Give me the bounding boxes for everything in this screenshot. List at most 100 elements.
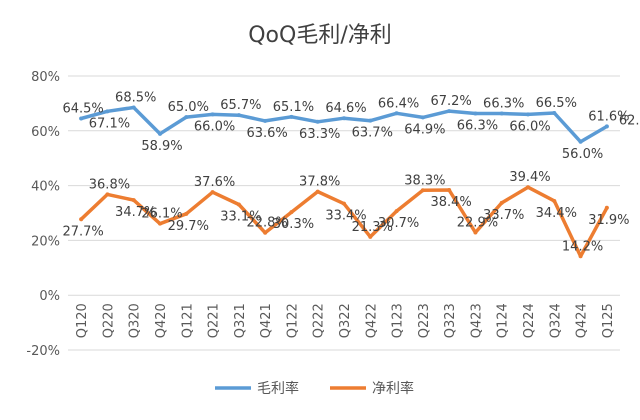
data-label: 38.3% [404,173,445,188]
data-label: 33.7% [483,208,524,223]
x-tick-label: Q423 [469,303,484,338]
data-point [394,111,399,116]
data-point [447,109,452,114]
data-label: 64.5% [62,101,103,116]
legend: 毛利率 净利率 [215,380,414,397]
data-label: 29.7% [168,219,209,234]
legend-label: 毛利率 [257,380,299,397]
data-point [79,116,84,121]
data-label: 66.0% [194,119,235,134]
data-label: 63.7% [352,126,393,141]
data-label: 67.1% [89,116,130,131]
y-tick-label: -20% [26,344,60,359]
x-tick-label: Q221 [207,303,222,338]
data-point [473,111,478,116]
data-label: 39.4% [509,170,550,185]
y-axis-ticks: 80% 60% 40% 20% 0% -20% [26,70,60,359]
data-point [158,131,162,136]
x-tick-label: Q421 [259,303,274,338]
data-point [236,202,241,207]
data-label: 58.9% [141,139,182,154]
data-label: 66.0% [509,119,550,134]
data-point [158,221,162,226]
x-tick-label: Q321 [233,303,248,338]
data-point [210,112,215,117]
data-point [342,116,346,121]
data-label-extra: 62.5% [619,113,640,128]
y-tick-label: 80% [31,70,60,85]
x-tick-label: Q123 [391,303,406,338]
x-tick-label: Q120 [75,303,90,338]
x-tick-label: Q121 [180,303,195,338]
data-label: 66.5% [536,96,577,111]
data-label: 34.4% [536,206,577,221]
data-label: 36.8% [89,177,130,192]
data-label: 66.3% [483,97,524,112]
data-label: 22.9% [457,215,498,230]
data-point [420,188,425,193]
y-tick-label: 40% [31,180,60,195]
data-label: 65.7% [220,98,261,113]
data-label: 68.5% [115,91,156,106]
x-tick-label: Q220 [101,303,116,338]
data-point [394,209,399,214]
x-axis-ticks: Q120 Q220 Q320 Q420 Q121 Q221 Q321 Q421 Q122 Q222… [75,303,616,338]
data-label: 66.3% [457,119,498,134]
data-label: 33.1% [220,210,261,225]
data-point [420,115,425,120]
data-label: 63.6% [246,126,287,141]
data-point [526,185,530,190]
data-point [526,112,530,117]
data-label: 37.6% [194,175,235,190]
y-tick-label: 60% [31,125,60,140]
x-tick-label: Q424 [575,303,590,338]
x-tick-label: Q122 [285,303,300,338]
data-point [368,234,373,239]
series-lines [79,105,609,259]
gridlines [68,75,620,351]
data-point [79,217,84,222]
data-point [184,115,189,120]
data-point [289,210,294,215]
data-point [289,114,294,119]
data-point [499,111,504,116]
data-point [131,105,136,110]
data-point [552,198,557,203]
data-label: 37.8% [299,175,340,190]
y-tick-label: 0% [39,289,60,304]
x-tick-label: Q125 [601,303,616,338]
x-tick-label: Q223 [417,303,432,338]
data-label: 63.3% [299,127,340,142]
data-label: 64.6% [325,101,366,116]
data-point [315,119,320,124]
data-label: 21.3% [352,220,393,235]
data-point [342,201,346,206]
data-labels: 64.5%67.1% 68.5% 58.9% 65.0% 66.0% 65.7% 63.6%… [62,91,640,255]
x-tick-label: Q124 [496,303,511,338]
data-point [184,211,189,216]
data-point [604,124,609,129]
x-tick-label: Q420 [154,303,169,338]
data-label: 65.0% [168,100,209,115]
data-label: 64.9% [404,122,445,137]
x-tick-label: Q224 [522,303,537,338]
data-label: 65.1% [273,100,314,115]
data-label: 26.1% [141,207,182,222]
data-label: 66.4% [378,96,419,111]
legend-label: 净利率 [372,380,414,397]
data-point [578,139,583,144]
data-label: 27.7% [62,224,103,239]
data-label: 67.2% [430,94,471,109]
data-point [604,205,609,210]
data-point [210,190,215,195]
x-tick-label: Q222 [312,303,327,338]
data-point [105,192,110,197]
data-label: 56.0% [562,147,603,162]
data-label: 30.7% [378,216,419,231]
data-point [236,113,241,118]
chart-title: QoQ毛利/净利 [248,23,392,48]
data-point [105,109,110,114]
data-point [499,200,504,205]
